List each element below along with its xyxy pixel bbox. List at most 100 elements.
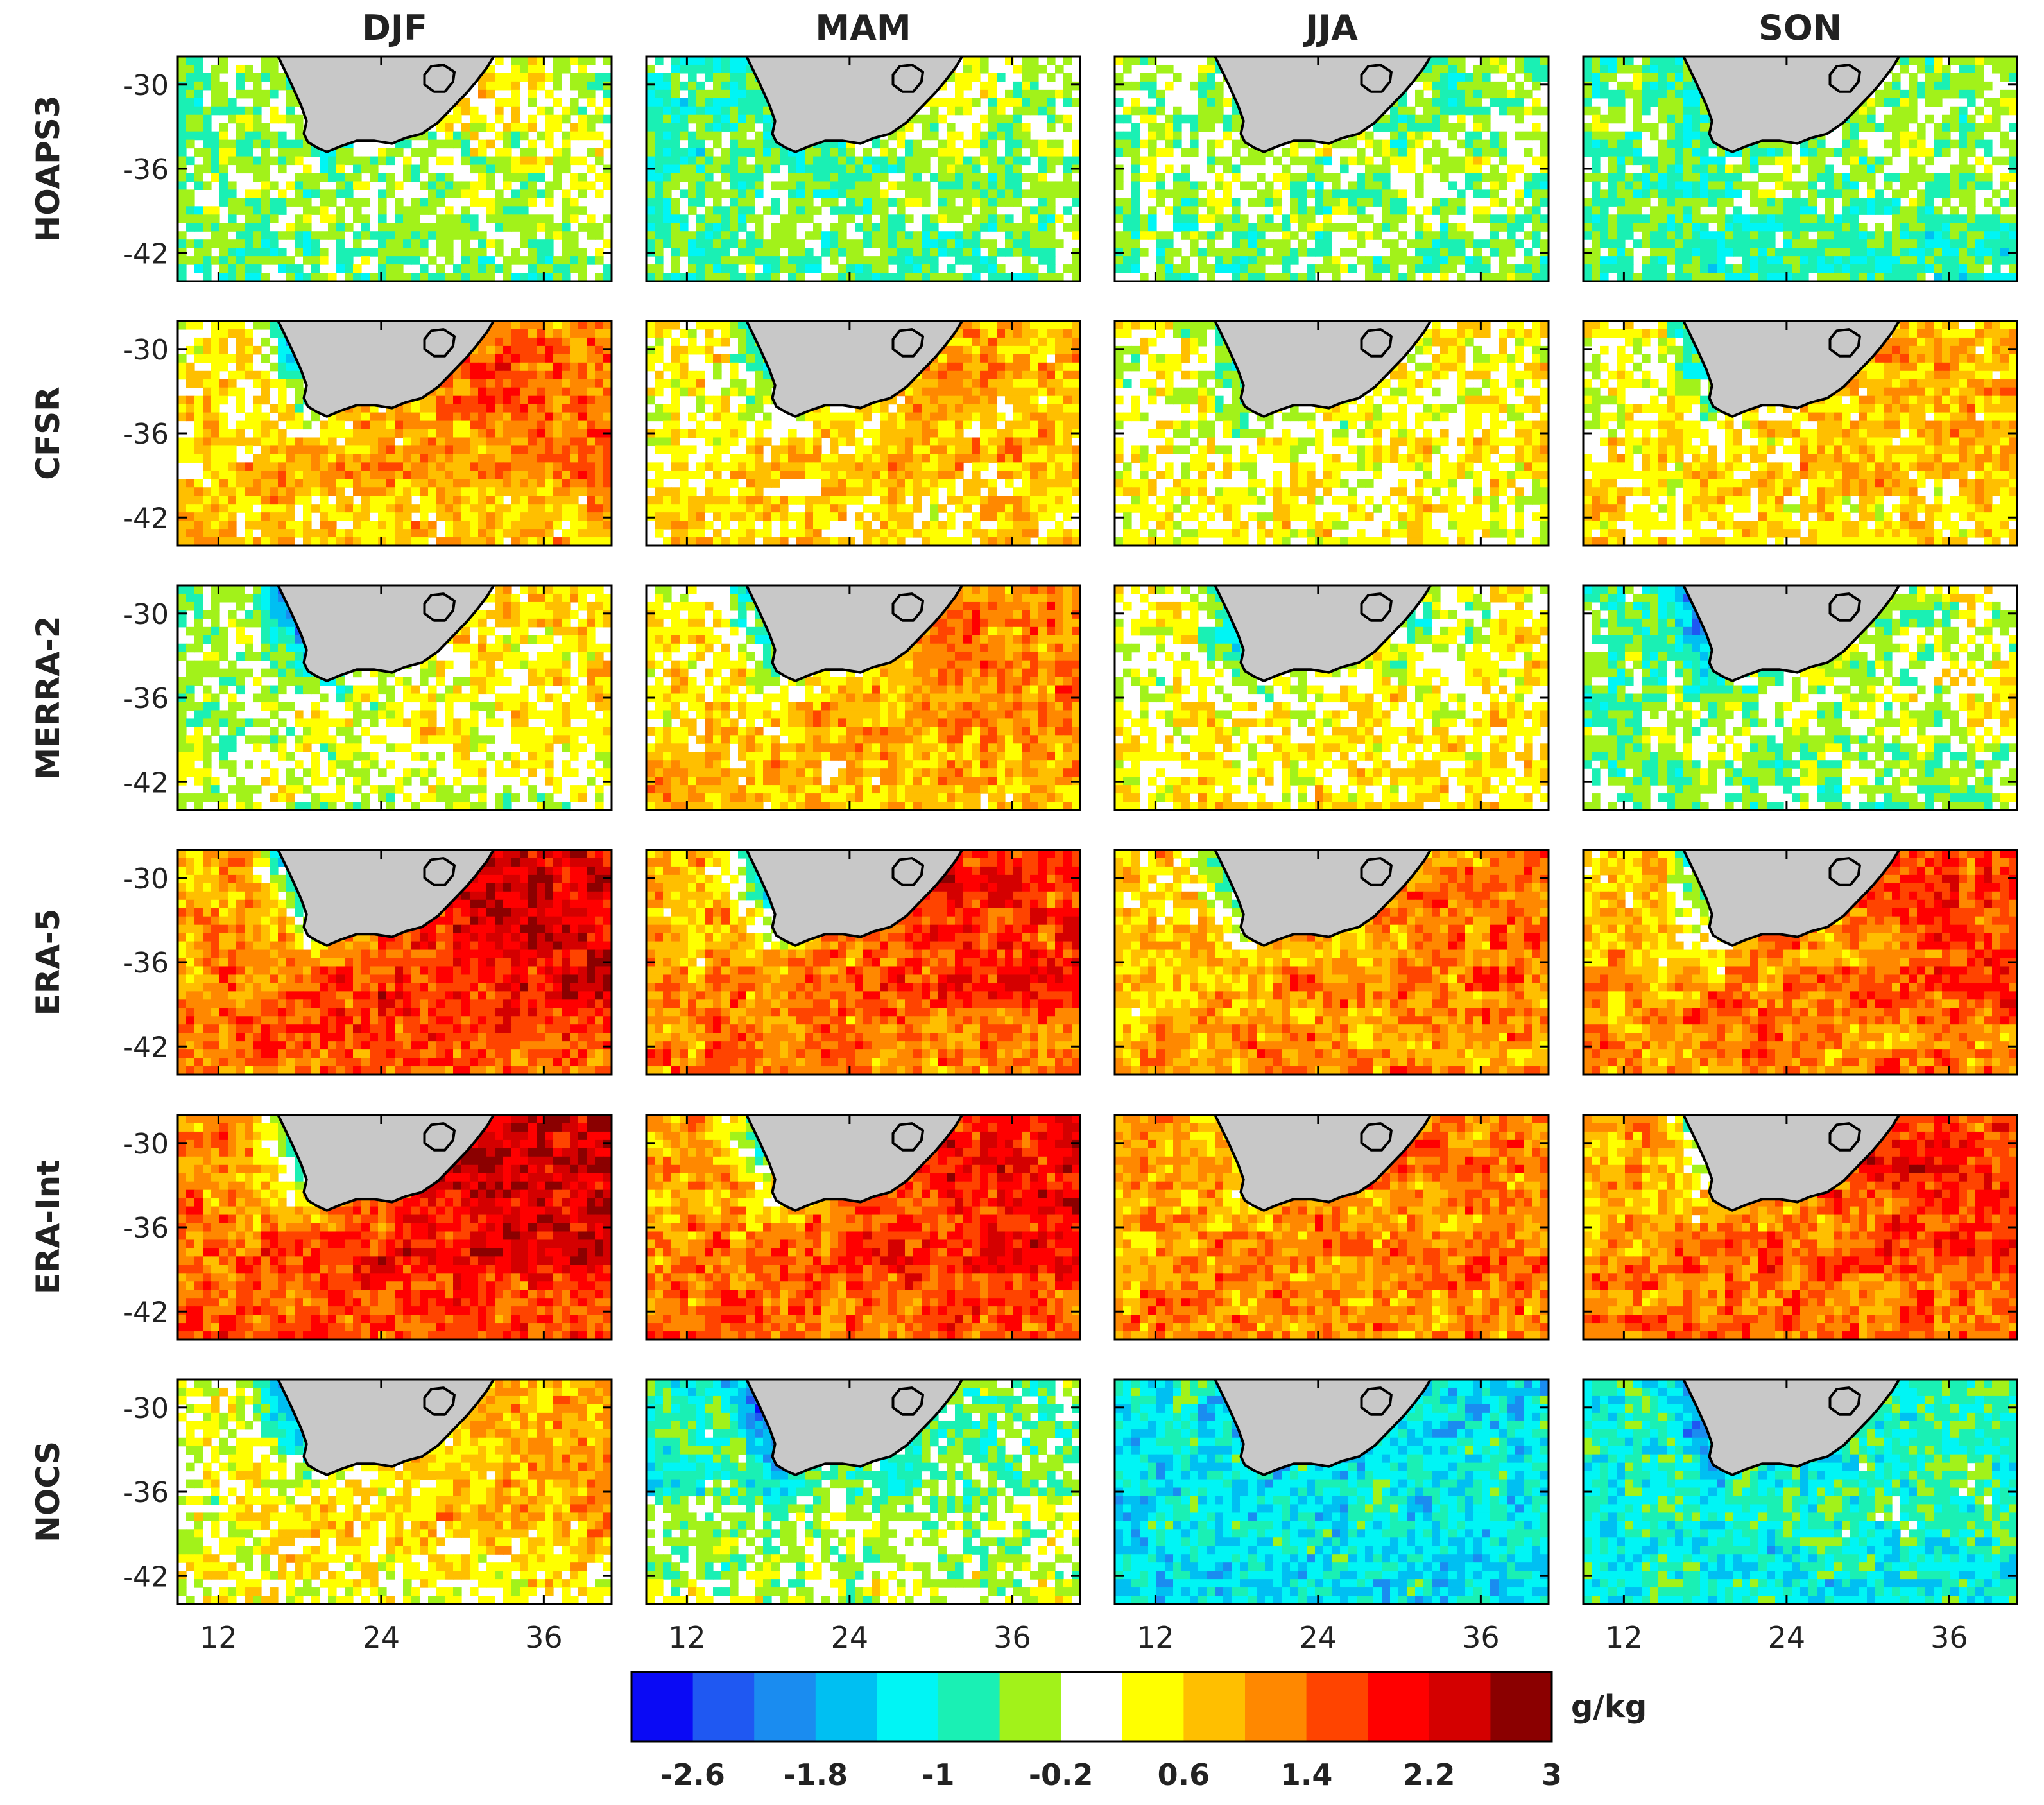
data-cell	[1859, 164, 1868, 174]
data-cell	[955, 248, 964, 257]
data-cell	[1524, 106, 1533, 116]
data-cell	[963, 231, 972, 240]
data-cell	[1207, 231, 1215, 240]
data-cell	[1859, 239, 1868, 248]
data-cell	[1465, 156, 1474, 166]
data-cell	[1700, 139, 1709, 149]
data-cell	[1992, 206, 2001, 215]
data-cell	[2000, 156, 2009, 166]
data-cell	[1917, 56, 1926, 65]
data-cell	[528, 404, 537, 413]
data-cell	[1532, 206, 1541, 215]
data-cell	[1357, 206, 1366, 215]
data-cell	[486, 337, 495, 347]
data-cell	[713, 89, 722, 99]
data-cell	[830, 256, 839, 265]
data-cell	[570, 239, 579, 248]
data-cell	[236, 139, 245, 149]
data-cell	[511, 173, 520, 182]
data-cell	[353, 156, 362, 166]
data-cell	[528, 256, 537, 265]
data-cell	[688, 173, 697, 182]
data-cell	[1190, 114, 1199, 124]
data-cell	[495, 321, 504, 330]
data-cell	[386, 181, 395, 190]
data-cell	[930, 98, 939, 107]
data-cell	[1934, 223, 1943, 232]
data-cell	[486, 164, 495, 174]
data-cell	[988, 273, 997, 281]
data-cell	[2009, 64, 2017, 74]
data-cell	[696, 139, 705, 149]
data-cell	[178, 437, 187, 447]
data-cell	[1457, 256, 1466, 265]
data-cell	[1592, 231, 1601, 240]
data-cell	[1215, 173, 1224, 182]
data-cell	[528, 181, 537, 190]
data-cell	[1725, 248, 1734, 257]
data-cell	[1658, 198, 1667, 207]
data-cell	[336, 181, 345, 190]
data-cell	[1917, 231, 1926, 240]
data-cell	[1173, 114, 1182, 124]
data-cell	[947, 189, 956, 198]
data-cell	[1850, 248, 1859, 257]
data-cell	[1592, 156, 1601, 166]
data-cell	[520, 412, 529, 422]
data-cell	[955, 181, 964, 190]
data-cell	[1783, 173, 1792, 182]
data-cell	[1700, 214, 1709, 223]
data-cell	[570, 437, 579, 447]
data-cell	[1440, 223, 1449, 232]
data-cell	[947, 206, 956, 215]
data-cell	[1473, 189, 1482, 198]
data-cell	[378, 148, 387, 157]
data-cell	[445, 156, 454, 166]
data-cell	[2009, 231, 2017, 240]
data-cell	[1608, 98, 1617, 107]
data-cell	[1725, 173, 1734, 182]
data-cell	[1072, 198, 1080, 207]
data-cell	[696, 239, 705, 248]
data-cell	[813, 181, 822, 190]
data-cell	[1775, 198, 1784, 207]
data-cell	[997, 123, 1006, 132]
data-cell	[930, 214, 939, 223]
data-cell	[655, 139, 664, 149]
data-cell	[1440, 164, 1449, 174]
data-cell	[855, 264, 864, 273]
data-cell	[461, 156, 470, 166]
data-cell	[1934, 56, 1943, 65]
data-cell	[436, 429, 445, 438]
data-cell	[671, 214, 680, 223]
data-cell	[603, 98, 612, 107]
data-cell	[1140, 114, 1149, 124]
data-cell	[1140, 56, 1149, 65]
data-cell	[453, 139, 462, 149]
data-cell	[1967, 181, 1976, 190]
data-cell	[1642, 81, 1651, 91]
data-cell	[1499, 273, 1507, 281]
data-cell	[1398, 256, 1407, 265]
data-cell	[1190, 139, 1199, 149]
data-cell	[1282, 223, 1291, 232]
data-cell	[713, 56, 722, 65]
data-cell	[570, 404, 579, 413]
data-cell	[228, 370, 237, 380]
data-cell	[1592, 248, 1601, 257]
data-cell	[1440, 89, 1449, 99]
data-cell	[1850, 264, 1859, 273]
data-cell	[1290, 198, 1299, 207]
data-cell	[528, 437, 537, 447]
data-cell	[980, 139, 989, 149]
data-cell	[1030, 89, 1039, 99]
data-cell	[478, 429, 487, 438]
data-cell	[1959, 173, 1968, 182]
data-cell	[603, 139, 612, 149]
data-cell	[1992, 114, 2001, 124]
data-cell	[595, 256, 604, 265]
data-cell	[228, 256, 237, 265]
data-cell	[1892, 73, 1901, 82]
data-cell	[713, 106, 722, 116]
data-cell	[1975, 214, 1984, 223]
